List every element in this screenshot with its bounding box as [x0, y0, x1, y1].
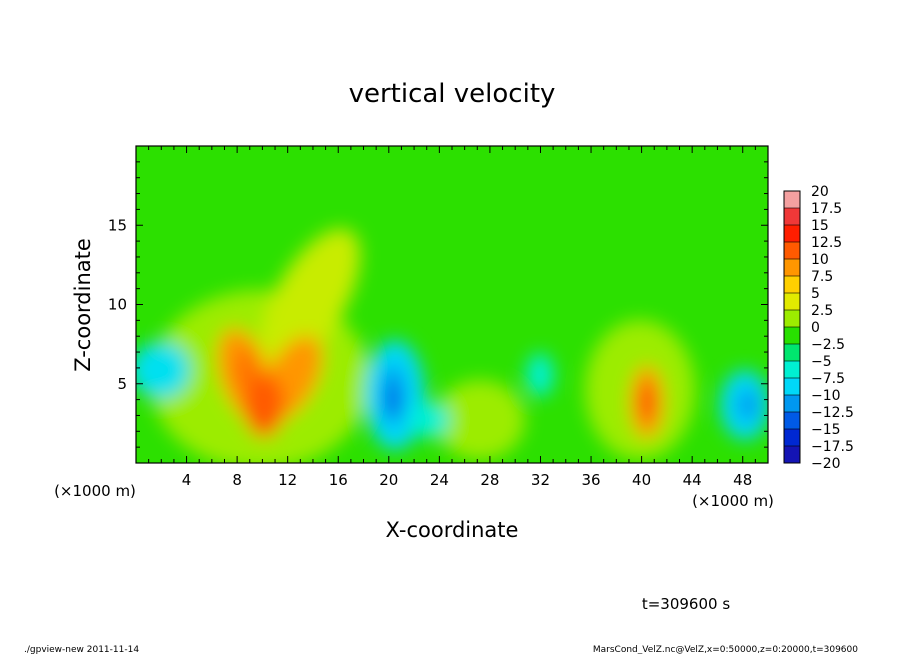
colorbar-label: 5 [811, 286, 820, 302]
field-downdraft-core [387, 384, 399, 416]
colorbar-label: 0 [811, 320, 820, 336]
colorbar-label: −10 [811, 388, 841, 404]
y-tick-label: 5 [117, 375, 127, 393]
time-label: t=309600 s [642, 595, 730, 613]
x-tick-label: 48 [733, 471, 752, 489]
x-tick-label: 4 [182, 471, 192, 489]
colorbar-label: −17.5 [811, 439, 854, 455]
colorbar-label: 10 [811, 252, 829, 268]
colorbar-label: −12.5 [811, 405, 854, 421]
chart-title: vertical velocity [349, 79, 556, 109]
field-downdraft-core [738, 389, 758, 421]
colorbar-swatch [784, 429, 800, 447]
colorbar-label: −5 [811, 354, 832, 370]
footer-left: ./gpview-new 2011-11-14 [24, 645, 139, 654]
x-tick-label: 28 [480, 471, 499, 489]
colorbar-swatch [784, 446, 800, 464]
y-axis-label: Z-coordinate [71, 238, 95, 372]
colorbar-swatch [784, 276, 800, 294]
x-tick-label: 20 [379, 471, 398, 489]
colorbar-label: 15 [811, 218, 829, 234]
x-unit-label-left: (×1000 m) [54, 482, 136, 500]
y-tick-label: 15 [108, 216, 127, 234]
colorbar-swatch [784, 344, 800, 362]
field-updraft-second-core [638, 382, 656, 422]
colorbar-label: 20 [811, 184, 829, 200]
plot-area [136, 146, 768, 463]
x-tick-label: 16 [329, 471, 348, 489]
y-axis-ticks: 5 10 15 [108, 161, 768, 448]
x-unit-label-right: (×1000 m) [692, 492, 774, 510]
x-tick-label: 24 [430, 471, 449, 489]
y-tick-label: 10 [108, 296, 127, 314]
field-region-cyan [136, 342, 190, 398]
x-axis-ticks: 4 8 12 16 20 24 28 32 36 40 44 48 [148, 146, 756, 489]
footer-right: MarsCond_VelZ.nc@VelZ,x=0:50000,z=0:2000… [593, 645, 858, 654]
colorbar-label: 7.5 [811, 269, 833, 285]
colorbar-label: 2.5 [811, 303, 833, 319]
colorbar-swatch [784, 242, 800, 260]
colorbar-swatch [784, 412, 800, 430]
field-updraft-core [236, 348, 256, 392]
field-region-yellowgreen [435, 380, 525, 460]
colorbar-swatch [784, 191, 800, 209]
field-updraft-core [244, 373, 284, 437]
colorbar: 2017.51512.5107.552.50−2.5−5−7.5−10−12.5… [783, 184, 854, 472]
colorbar-label: −2.5 [811, 337, 845, 353]
colorbar-label: 12.5 [811, 235, 842, 251]
x-tick-label: 40 [632, 471, 651, 489]
colorbar-swatch [784, 293, 800, 311]
colorbar-label: −7.5 [811, 371, 845, 387]
field-region-cyan [526, 353, 554, 397]
colorbar-swatch [784, 378, 800, 396]
colorbar-swatch [784, 395, 800, 413]
x-tick-label: 12 [278, 471, 297, 489]
colorbar-swatch [784, 310, 800, 328]
colorbar-label: −20 [811, 456, 841, 472]
colorbar-swatch [784, 327, 800, 345]
x-tick-label: 44 [683, 471, 702, 489]
x-tick-label: 36 [581, 471, 600, 489]
colorbar-label: 17.5 [811, 201, 842, 217]
velocity-field [136, 228, 768, 463]
x-axis-label: X-coordinate [386, 518, 519, 542]
colorbar-swatch [784, 208, 800, 226]
x-tick-label: 8 [232, 471, 242, 489]
field-region-cyan [410, 402, 450, 438]
colorbar-swatch [784, 259, 800, 277]
colorbar-label: −15 [811, 422, 841, 438]
colorbar-swatch [784, 361, 800, 379]
colorbar-swatch [784, 225, 800, 243]
x-tick-label: 32 [531, 471, 550, 489]
field-plume-diagonal [259, 228, 361, 372]
